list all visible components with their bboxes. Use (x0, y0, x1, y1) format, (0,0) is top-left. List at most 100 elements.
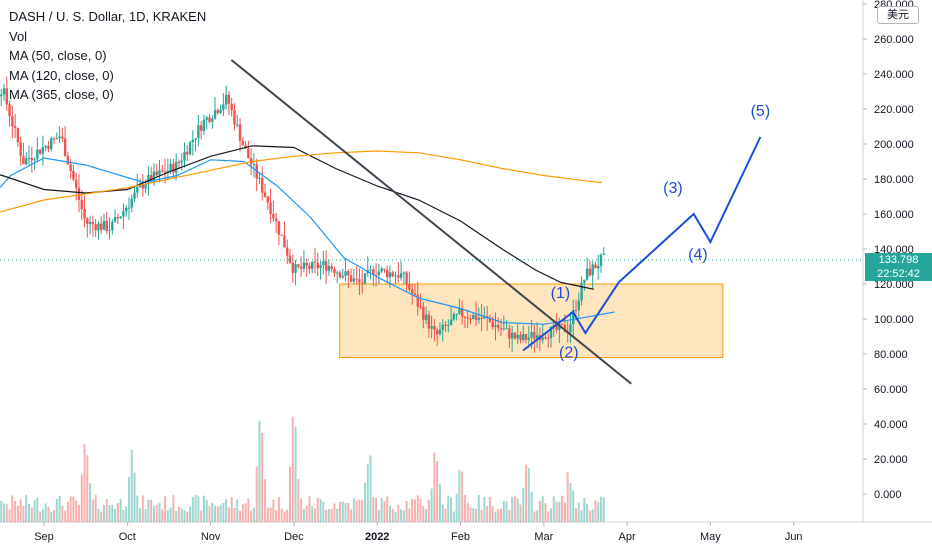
volume-bar (363, 482, 366, 522)
volume-bar (30, 507, 33, 522)
volume-bar (447, 495, 450, 522)
candle-body (352, 278, 356, 282)
candle-body (510, 332, 514, 339)
candle-body (86, 218, 89, 224)
volume-bar (5, 504, 8, 522)
ma50-line[interactable] (0, 157, 615, 325)
volume-bar (25, 494, 28, 522)
candle-body (377, 271, 381, 276)
candle-body (13, 126, 17, 128)
volume-bar (225, 499, 228, 522)
y-tick-label: 240.000 (874, 69, 914, 81)
candle-body (580, 282, 583, 301)
currency-badge[interactable]: 美元 (877, 6, 919, 24)
candle-body (58, 136, 61, 139)
volume-bar (33, 499, 36, 522)
candle-body (211, 118, 214, 122)
candle-body (483, 316, 486, 319)
volume-bar (16, 505, 19, 522)
volume-bar (75, 500, 78, 522)
volume-bar (91, 499, 94, 522)
candle-body (544, 337, 547, 339)
volume-bar (491, 506, 494, 522)
indicator-ma365[interactable]: MA (365, close, 0) (9, 87, 114, 102)
volume-bar (277, 497, 280, 522)
candle-body (560, 323, 564, 325)
volume-bar (300, 498, 303, 522)
symbol-title[interactable]: DASH / U. S. Dollar, 1D, KRAKEN (9, 9, 207, 24)
candle-body (577, 300, 580, 311)
volume-bar (164, 496, 167, 522)
candle-body (155, 171, 158, 176)
candle-body (419, 306, 422, 308)
candle-body (308, 265, 311, 269)
candle-body (355, 278, 358, 280)
elliott-wave-label[interactable]: (3) (663, 180, 683, 197)
volume-bar (311, 506, 314, 522)
x-tick-label: Nov (201, 531, 221, 543)
candle-body (277, 221, 281, 235)
volume-bar (86, 455, 89, 522)
volume-bar (241, 504, 244, 522)
volume-bar (444, 508, 447, 522)
volume-bar (139, 508, 142, 522)
candle-body (472, 314, 475, 320)
elliott-wave-label[interactable]: (4) (688, 247, 708, 264)
candle-body (460, 309, 464, 317)
volume-bar (558, 501, 561, 522)
volume-bar (136, 495, 139, 522)
volume-bar (341, 501, 344, 522)
volume-bar (394, 511, 397, 522)
elliott-wave-label[interactable]: (2) (559, 345, 579, 362)
candle-body (30, 157, 33, 161)
volume-bar (569, 483, 572, 522)
volume-bar (477, 494, 480, 522)
ma365-line[interactable] (0, 150, 603, 223)
volume-bar (250, 510, 253, 522)
volume-bar (461, 471, 464, 522)
candle-body (305, 262, 308, 266)
candle-body (2, 88, 6, 95)
volume-bar (202, 495, 205, 522)
candle-body (22, 156, 25, 165)
indicator-ma120[interactable]: MA (120, close, 0) (9, 67, 114, 83)
volume-bar (380, 497, 383, 522)
descending-trendline[interactable] (230, 59, 632, 385)
volume-bar (358, 499, 361, 522)
candle-body (174, 161, 178, 173)
candle-body (466, 317, 469, 319)
ma120-line[interactable] (0, 145, 594, 290)
volume-bar (239, 510, 242, 522)
volume-bar (338, 501, 341, 522)
candle-body (452, 314, 456, 320)
candle-body (513, 332, 517, 339)
candle-body (391, 272, 394, 277)
volume-bar (602, 497, 605, 522)
volume-bar (200, 510, 203, 522)
volume-bar (438, 483, 441, 522)
elliott-wave-path[interactable] (522, 136, 762, 352)
candle-body (294, 264, 297, 273)
indicator-vol[interactable]: Vol (9, 28, 28, 44)
candle-body (563, 324, 567, 332)
candle-body (158, 170, 161, 176)
candle-body (549, 326, 553, 339)
volume-bar (350, 509, 353, 522)
candle-body (316, 262, 319, 269)
elliott-wave-label[interactable]: (5) (751, 103, 771, 120)
volume-bar (80, 474, 83, 522)
candle-body (272, 214, 275, 219)
candle-body (91, 221, 95, 225)
volume-bar (269, 507, 272, 522)
candle-body (258, 177, 261, 179)
indicator-ma50[interactable]: MA (50, close, 0) (9, 48, 107, 63)
volume-bar (441, 504, 444, 522)
candle-body (447, 325, 450, 327)
chart-legend: DASH / U. S. Dollar, 1D, KRAKEN Vol MA (… (9, 7, 206, 105)
volume-bar (8, 509, 11, 522)
candle-body (361, 282, 364, 284)
candle-body (205, 117, 208, 120)
elliott-wave-label[interactable]: (1) (551, 285, 571, 302)
volume-bar (511, 496, 514, 522)
